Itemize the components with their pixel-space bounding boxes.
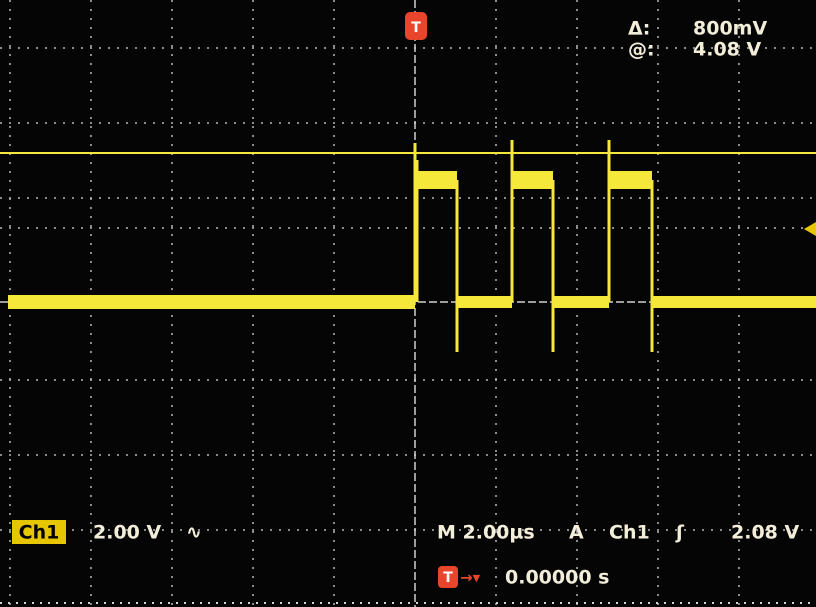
at-value: 4.08 V [693, 39, 761, 61]
trigger-top-marker: T [405, 12, 427, 40]
channel-name: Ch1 [19, 522, 60, 544]
trigger-source: Ch1 [609, 522, 650, 544]
at-label: @: [628, 39, 655, 61]
scope-screen: T Δ: 800mV @: 4.08 V Ch1 2.00 V ∿ M 2.00… [0, 0, 816, 607]
delta-value: 800mV [693, 18, 767, 40]
trigger-position-time: 0.00000 s [505, 567, 609, 589]
trigger-slope: ʃ [675, 522, 685, 544]
trigger-level: 2.08 V [731, 522, 799, 544]
channel-scale: 2.00 V [93, 522, 161, 544]
trigger-position-marker: T [443, 570, 453, 586]
trigger-position-arrow: →▾ [460, 569, 481, 587]
trigger-marker-label: T [411, 20, 421, 36]
delta-label: Δ: [628, 18, 650, 40]
timebase-scale: M 2.00µs [437, 522, 535, 544]
trigger-mode: A [569, 522, 584, 544]
channel-coupling: ∿ [186, 522, 202, 544]
